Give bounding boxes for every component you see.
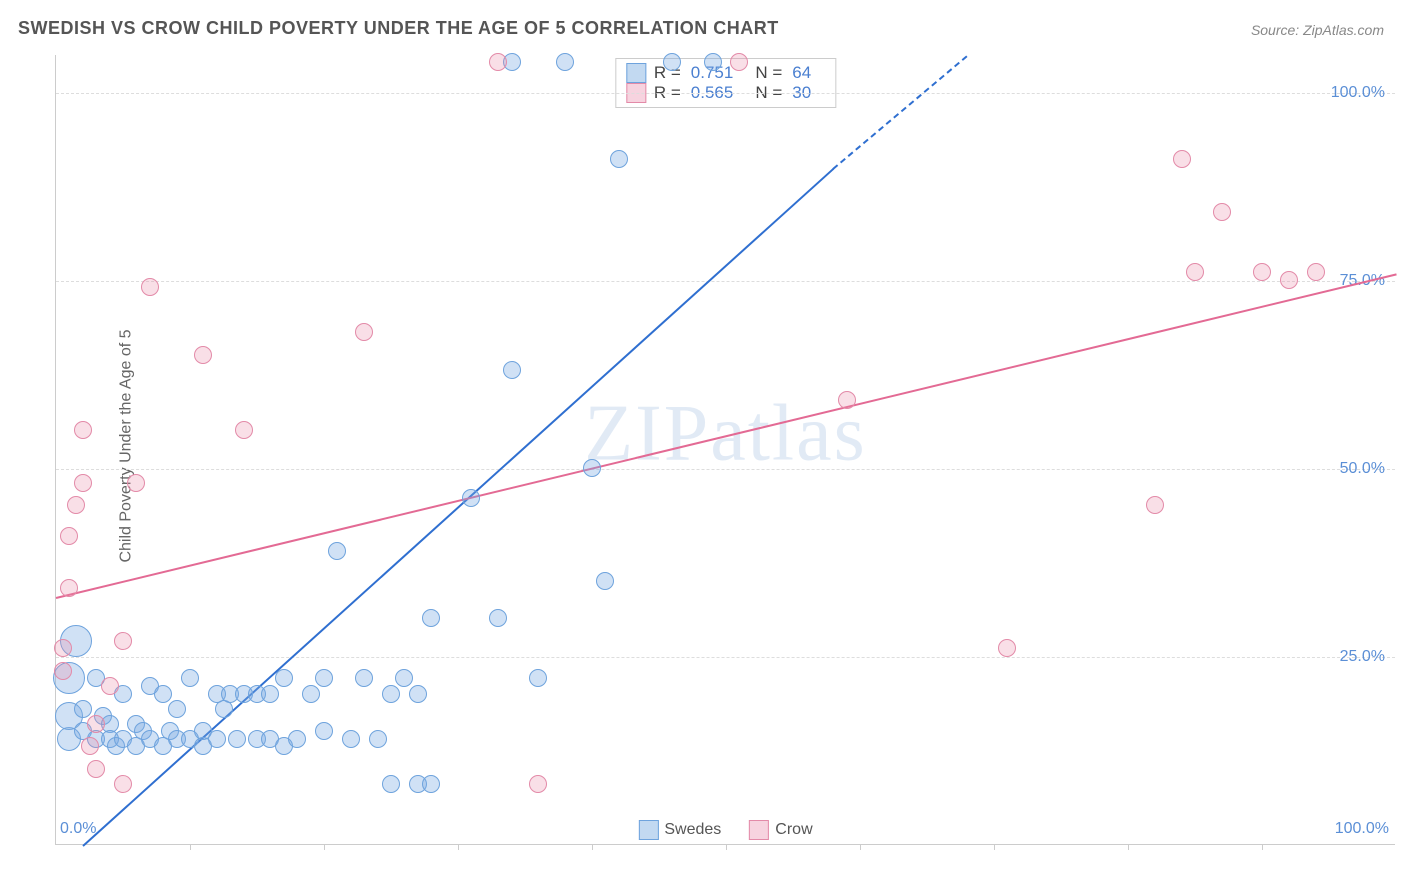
gridline <box>56 469 1395 470</box>
data-point <box>194 346 212 364</box>
data-point <box>87 715 105 733</box>
data-point <box>288 730 306 748</box>
x-tick <box>1128 844 1129 850</box>
chart-title: SWEDISH VS CROW CHILD POVERTY UNDER THE … <box>18 18 779 39</box>
data-point <box>235 421 253 439</box>
data-point <box>838 391 856 409</box>
series-legend-item: Crow <box>749 820 812 840</box>
data-point <box>395 669 413 687</box>
data-point <box>101 677 119 695</box>
data-point <box>1280 271 1298 289</box>
data-point <box>1213 203 1231 221</box>
data-point <box>1186 263 1204 281</box>
data-point <box>261 685 279 703</box>
data-point <box>208 730 226 748</box>
legend-n-label: N = <box>755 63 782 83</box>
gridline <box>56 657 1395 658</box>
trend-line <box>833 55 968 169</box>
x-tick <box>994 844 995 850</box>
data-point <box>60 527 78 545</box>
data-point <box>704 53 722 71</box>
data-point <box>1307 263 1325 281</box>
data-point <box>489 53 507 71</box>
data-point <box>141 278 159 296</box>
y-tick-label: 50.0% <box>1340 460 1385 478</box>
data-point <box>1253 263 1271 281</box>
data-point <box>583 459 601 477</box>
y-tick-label: 25.0% <box>1340 648 1385 666</box>
data-point <box>87 760 105 778</box>
data-point <box>168 700 186 718</box>
data-point <box>181 669 199 687</box>
series-legend: Swedes Crow <box>638 820 812 840</box>
legend-swatch <box>626 63 646 83</box>
data-point <box>422 775 440 793</box>
data-point <box>596 572 614 590</box>
data-point <box>462 489 480 507</box>
data-point <box>328 542 346 560</box>
data-point <box>355 323 373 341</box>
data-point <box>114 775 132 793</box>
data-point <box>529 775 547 793</box>
data-point <box>409 685 427 703</box>
data-point <box>382 775 400 793</box>
data-point <box>503 361 521 379</box>
legend-label: Crow <box>775 821 812 838</box>
data-point <box>154 685 172 703</box>
data-point <box>382 685 400 703</box>
x-tick-label: 0.0% <box>60 820 96 838</box>
x-tick-label: 100.0% <box>1335 820 1389 838</box>
trend-line <box>56 273 1396 598</box>
data-point <box>369 730 387 748</box>
x-tick <box>458 844 459 850</box>
data-point <box>998 639 1016 657</box>
legend-row: R =0.751N =64 <box>626 63 825 83</box>
x-tick <box>592 844 593 850</box>
correlation-legend: R =0.751N =64R =0.565N =30 <box>615 58 836 108</box>
data-point <box>489 609 507 627</box>
data-point <box>529 669 547 687</box>
data-point <box>54 639 72 657</box>
data-point <box>342 730 360 748</box>
x-tick <box>1262 844 1263 850</box>
data-point <box>81 737 99 755</box>
gridline <box>56 93 1395 94</box>
source-label: Source: ZipAtlas.com <box>1251 22 1384 38</box>
legend-swatch <box>749 820 769 840</box>
data-point <box>663 53 681 71</box>
data-point <box>114 632 132 650</box>
series-legend-item: Swedes <box>638 820 721 840</box>
data-point <box>315 669 333 687</box>
data-point <box>54 662 72 680</box>
y-tick-label: 100.0% <box>1331 84 1385 102</box>
data-point <box>74 474 92 492</box>
data-point <box>60 579 78 597</box>
data-point <box>302 685 320 703</box>
data-point <box>1146 496 1164 514</box>
data-point <box>315 722 333 740</box>
x-tick <box>726 844 727 850</box>
data-point <box>1173 150 1191 168</box>
data-point <box>355 669 373 687</box>
data-point <box>730 53 748 71</box>
data-point <box>67 496 85 514</box>
legend-n-value: 64 <box>792 63 811 83</box>
legend-swatch <box>638 820 658 840</box>
data-point <box>228 730 246 748</box>
legend-label: Swedes <box>664 821 721 838</box>
watermark: ZIPatlas <box>584 388 867 479</box>
data-point <box>422 609 440 627</box>
x-tick <box>324 844 325 850</box>
x-tick <box>860 844 861 850</box>
data-point <box>610 150 628 168</box>
data-point <box>74 421 92 439</box>
data-point <box>127 474 145 492</box>
data-point <box>275 669 293 687</box>
data-point <box>74 700 92 718</box>
plot-area: ZIPatlas R =0.751N =64R =0.565N =30 Swed… <box>55 55 1395 845</box>
x-tick <box>190 844 191 850</box>
data-point <box>556 53 574 71</box>
